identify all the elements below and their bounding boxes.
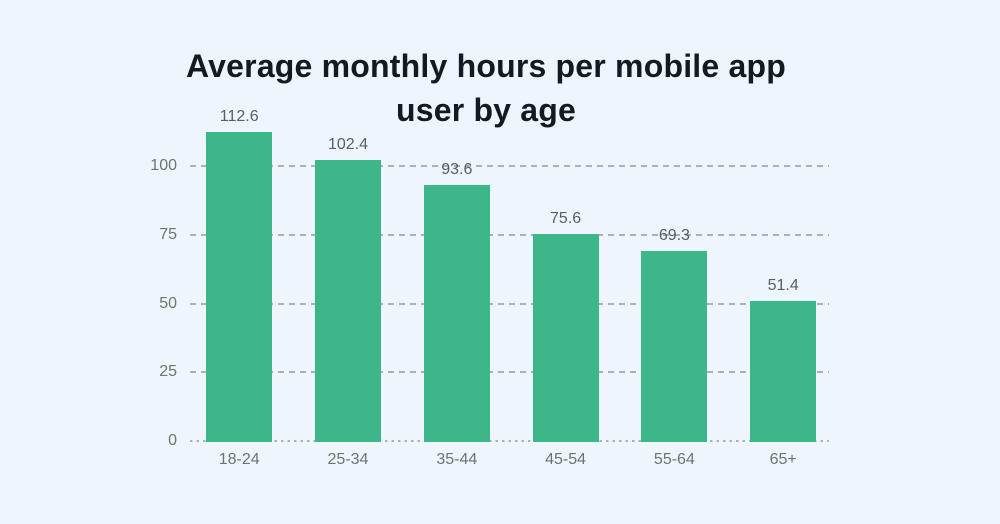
bar (206, 132, 273, 442)
bar (641, 251, 708, 442)
y-tick-label: 0 (168, 432, 177, 449)
bar-value-label: 93.6 (441, 161, 473, 178)
bar-value-label: 102.4 (327, 136, 369, 153)
bar-value-label: 51.4 (767, 277, 799, 294)
bar (423, 185, 490, 442)
y-tick-label: 75 (159, 225, 177, 243)
bar (315, 160, 381, 442)
chart-title: Average monthly hours per mobile app use… (0, 44, 972, 132)
y-tick-label: 100 (150, 157, 177, 174)
bar-value-label: 69.3 (658, 227, 690, 244)
bar (750, 301, 817, 442)
gridline (190, 302, 829, 305)
y-tick-label: 50 (159, 294, 177, 312)
x-tick-label: 25-34 (327, 451, 369, 468)
y-tick-label: 25 (159, 363, 177, 381)
x-tick-label: 45-54 (545, 451, 587, 468)
x-tick-label: 35-44 (436, 451, 478, 468)
gridline (190, 165, 829, 167)
x-tick-label: 18-24 (218, 451, 260, 468)
chart-title-line2: user by age (395, 92, 577, 128)
x-axis-baseline (190, 440, 829, 442)
x-tick-label: 65+ (769, 451, 797, 468)
gridline (190, 371, 829, 374)
bar (532, 234, 599, 442)
chart-title-line1: Average monthly hours per mobile app (186, 48, 786, 84)
bar-value-label: 112.6 (219, 108, 259, 125)
gridline (190, 233, 829, 236)
bar-value-label: 75.6 (550, 210, 582, 227)
x-tick-label: 55-64 (653, 451, 695, 468)
